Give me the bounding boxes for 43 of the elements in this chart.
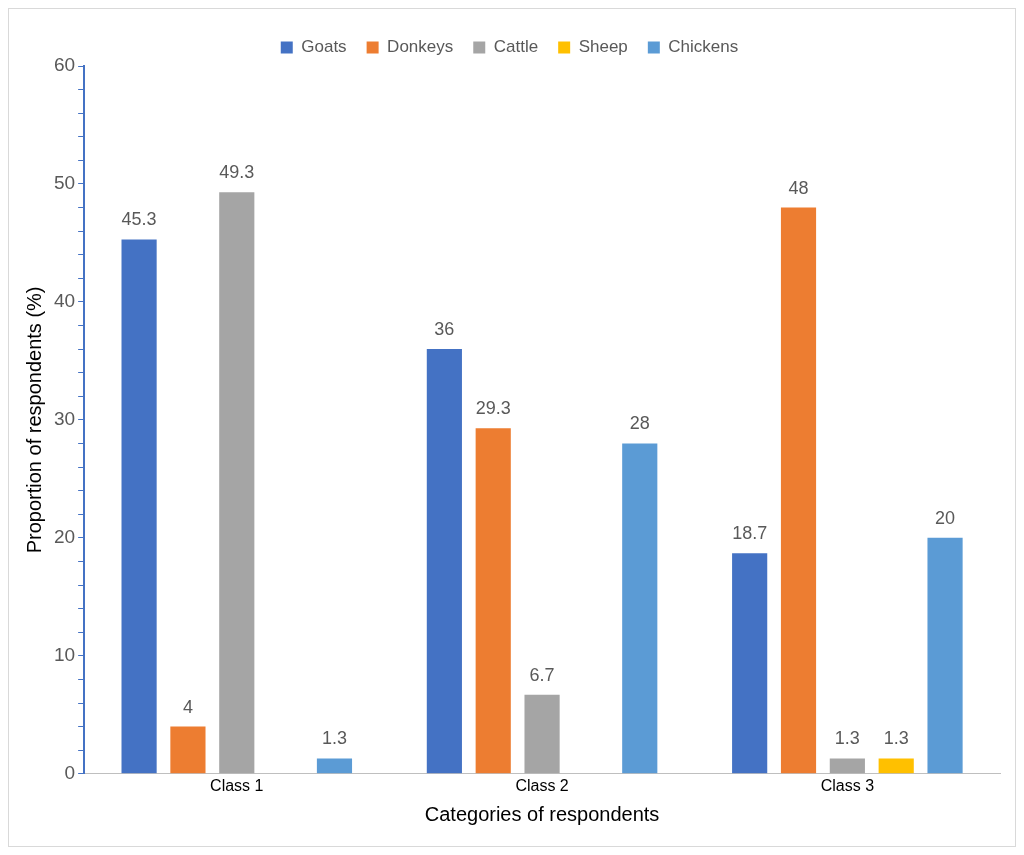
y-tick-label: 40: [53, 290, 76, 312]
data-label: 1.3: [834, 728, 860, 749]
bar: [219, 192, 255, 774]
data-label: 4: [182, 696, 193, 717]
bar: [732, 553, 768, 774]
data-label: 20: [935, 507, 956, 528]
bar: [829, 758, 865, 774]
x-tick-label: Class 1: [210, 776, 264, 794]
data-label: 49.3: [219, 162, 255, 183]
bar: [170, 726, 206, 774]
legend-label: Donkeys: [387, 37, 454, 57]
bar: [121, 239, 157, 774]
data-label: 1.3: [883, 728, 909, 749]
y-tick-label: 30: [53, 408, 76, 430]
bar: [878, 758, 914, 774]
data-label: 48: [788, 177, 809, 198]
data-label: 18.7: [732, 523, 768, 544]
bar: [622, 443, 658, 774]
data-label: 6.7: [529, 664, 555, 685]
data-label: 1.3: [321, 728, 347, 749]
data-label: 28: [629, 413, 650, 434]
legend-label: Chickens: [668, 37, 739, 57]
data-label: 45.3: [121, 209, 157, 230]
legend-label: Goats: [301, 37, 347, 57]
bar: [316, 758, 353, 774]
legend-label: Cattle: [493, 37, 539, 57]
data-label: 36: [434, 319, 455, 340]
y-axis-title: Proportion of respondents (%): [22, 286, 45, 554]
bar: [524, 694, 560, 774]
legend-label: Sheep: [578, 37, 628, 57]
y-tick-label: 0: [64, 762, 76, 784]
y-tick-label: 60: [53, 54, 76, 76]
y-tick-label: 20: [53, 526, 76, 548]
data-label: 29.3: [475, 398, 511, 419]
y-tick-label: 50: [53, 172, 76, 194]
bar: [780, 207, 817, 774]
y-tick-label: 10: [53, 644, 76, 666]
bar: [475, 428, 511, 774]
bar: [426, 349, 462, 774]
x-tick-label: Class 3: [820, 776, 875, 794]
bar: [927, 537, 963, 774]
x-axis-title: Categories of respondents: [424, 802, 660, 825]
x-tick-label: Class 2: [515, 776, 569, 794]
